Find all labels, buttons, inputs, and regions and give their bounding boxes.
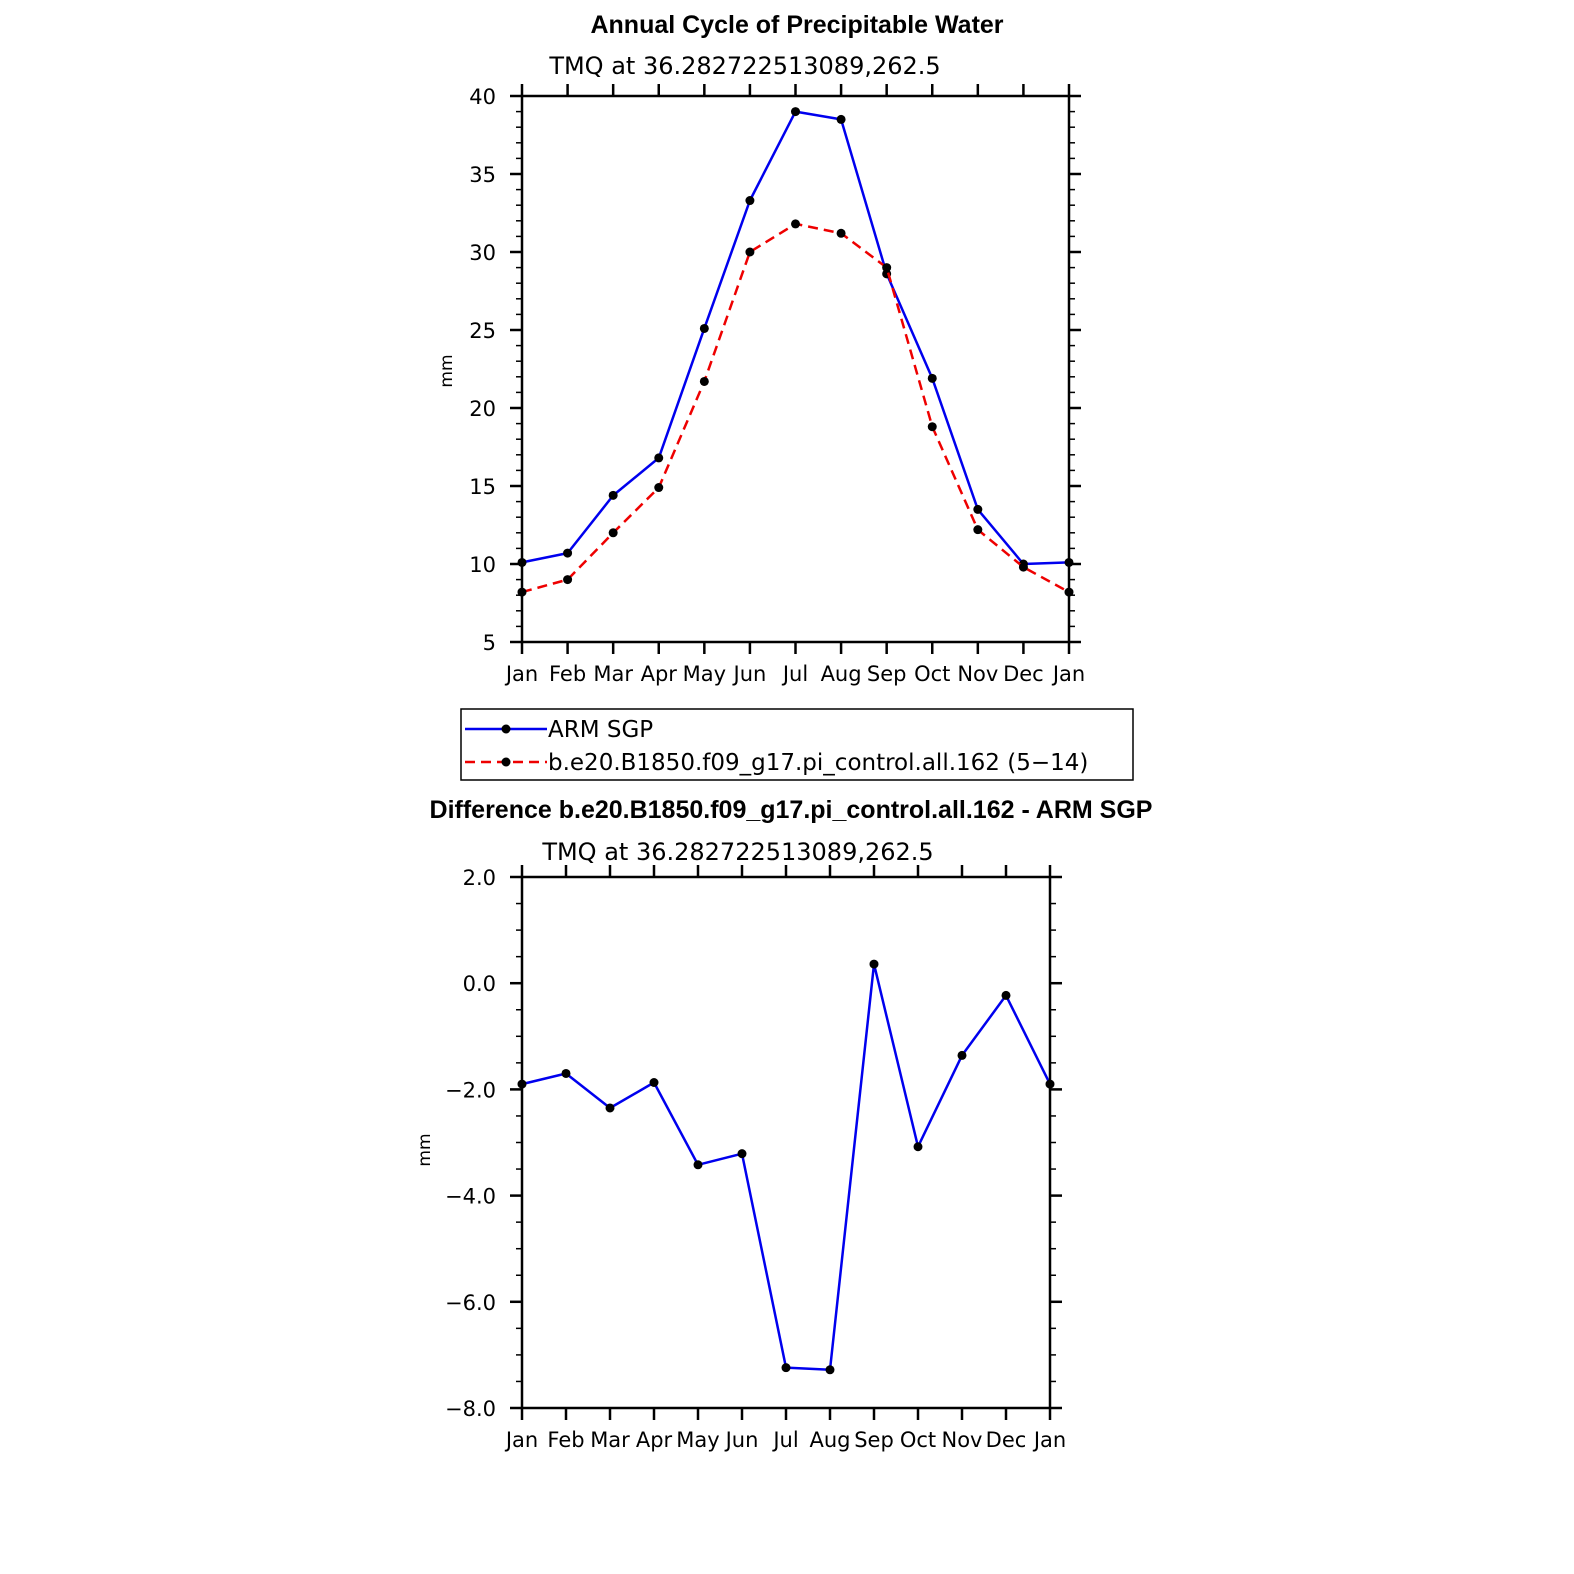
legend-label-model: b.e20.B1850.f09_g17.pi_control.all.162 (… bbox=[548, 750, 1088, 776]
annual-cycle-point-1-3 bbox=[654, 483, 664, 493]
difference-y-tick-label-3: −2.0 bbox=[445, 1078, 496, 1102]
annual-cycle-point-0-6 bbox=[791, 107, 800, 117]
annual-cycle-point-0-1 bbox=[563, 548, 573, 558]
difference-x-tick-label-1: Feb bbox=[547, 1428, 584, 1452]
annual-cycle-y-tick-label-0: 5 bbox=[483, 631, 496, 655]
difference-x-tick-label-5: Jun bbox=[724, 1428, 759, 1452]
annual-cycle-point-1-5 bbox=[745, 247, 755, 257]
annual-cycle-y-tick-label-2: 15 bbox=[469, 475, 496, 499]
annual-cycle-point-1-9 bbox=[927, 422, 937, 432]
annual-cycle-x-tick-label-8: Sep bbox=[867, 662, 907, 686]
annual-cycle-y-tick-label-7: 40 bbox=[469, 85, 496, 109]
annual-cycle-subtitle: TMQ at 36.282722513089,262.5 bbox=[548, 52, 940, 80]
annual-cycle-x-tick-label-2: Mar bbox=[593, 662, 633, 686]
annual-cycle-point-0-2 bbox=[608, 490, 618, 500]
difference-x-tick-label-4: May bbox=[676, 1428, 719, 1452]
annual-cycle-x-tick-label-9: Oct bbox=[914, 662, 950, 686]
annual-cycle-point-1-6 bbox=[791, 219, 800, 229]
difference-x-tick-label-6: Jul bbox=[771, 1428, 798, 1452]
difference-point-0-7 bbox=[825, 1365, 835, 1375]
difference-y-tick-label-0: −8.0 bbox=[445, 1397, 496, 1421]
annual-cycle-point-1-4 bbox=[699, 376, 709, 386]
difference-point-0-5 bbox=[737, 1149, 747, 1159]
difference-y-axis-label: mm bbox=[415, 1133, 435, 1166]
difference-x-tick-label-3: Apr bbox=[636, 1428, 673, 1452]
annual-cycle-y-tick-label-5: 30 bbox=[469, 241, 496, 265]
annual-cycle-plot-frame bbox=[520, 94, 1071, 644]
annual-cycle-point-1-10 bbox=[973, 525, 983, 535]
annual-cycle-x-tick-label-4: May bbox=[683, 662, 726, 686]
difference-x-tick-label-10: Nov bbox=[942, 1428, 983, 1452]
annual-cycle-point-0-4 bbox=[699, 323, 709, 333]
annual-cycle-x-tick-label-1: Feb bbox=[549, 662, 586, 686]
annual-cycle-lines bbox=[517, 107, 1074, 597]
difference-x-tick-label-11: Dec bbox=[986, 1428, 1027, 1452]
annual-cycle-y-tick-label-3: 20 bbox=[469, 397, 496, 421]
annual-cycle-x-tick-label-0: Jan bbox=[504, 662, 538, 686]
annual-cycle-x-tick-label-12: Jan bbox=[1051, 662, 1085, 686]
difference-point-0-10 bbox=[957, 1050, 967, 1060]
annual-cycle-point-0-9 bbox=[927, 373, 937, 383]
difference-x-tick-label-0: Jan bbox=[504, 1428, 538, 1452]
annual-cycle-panel: Annual Cycle of Precipitable Water TMQ a… bbox=[437, 11, 1085, 686]
legend-marker-arm-sgp bbox=[501, 724, 511, 734]
difference-y-tick-label-5: 2.0 bbox=[463, 866, 496, 890]
annual-cycle-series-line-arm-sgp bbox=[521, 110, 1070, 566]
difference-series-line-difference bbox=[521, 962, 1052, 1372]
annual-cycle-x-tick-label-11: Dec bbox=[1003, 662, 1044, 686]
annual-cycle-x-tick-label-6: Jul bbox=[781, 662, 808, 686]
annual-cycle-point-0-5 bbox=[745, 196, 755, 206]
annual-cycle-y-axis-label: mm bbox=[437, 354, 457, 387]
difference-point-0-2 bbox=[605, 1103, 615, 1113]
difference-point-0-9 bbox=[913, 1142, 923, 1152]
annual-cycle-x-tick-label-10: Nov bbox=[957, 662, 998, 686]
annual-cycle-x-tick-label-5: Jun bbox=[732, 662, 767, 686]
difference-point-0-11 bbox=[1001, 990, 1011, 1000]
annual-cycle-point-1-8 bbox=[882, 263, 892, 273]
annual-cycle-point-1-2 bbox=[608, 528, 618, 538]
annual-cycle-title: Annual Cycle of Precipitable Water bbox=[590, 11, 1003, 39]
difference-x-tick-label-2: Mar bbox=[590, 1428, 630, 1452]
difference-point-0-1 bbox=[561, 1068, 571, 1078]
difference-x-tick-label-12: Jan bbox=[1032, 1428, 1066, 1452]
difference-subtitle: TMQ at 36.282722513089,262.5 bbox=[541, 838, 933, 866]
difference-y-tick-label-4: 0.0 bbox=[463, 972, 496, 996]
annual-cycle-y-tick-label-4: 25 bbox=[469, 319, 496, 343]
annual-cycle-point-1-11 bbox=[1018, 562, 1028, 572]
difference-plot-frame bbox=[520, 875, 1052, 1410]
annual-cycle-series-line-b-e20-b1850-f09-g17-pi-control-all-162-5-14 bbox=[521, 222, 1070, 594]
difference-x-tick-label-7: Aug bbox=[809, 1428, 850, 1452]
difference-point-0-8 bbox=[869, 959, 879, 969]
difference-point-0-4 bbox=[693, 1160, 703, 1170]
legend: ARM SGP b.e20.B1850.f09_g17.pi_control.a… bbox=[460, 708, 1134, 781]
annual-cycle-point-1-1 bbox=[563, 575, 573, 585]
annual-cycle-point-1-7 bbox=[836, 228, 846, 238]
annual-cycle-ticks: Jan Feb Mar Apr May Jun Jul Aug Sep Oct Nov Dec Jan 5… bbox=[469, 84, 1085, 686]
difference-point-0-3 bbox=[649, 1077, 659, 1087]
difference-panel: Difference b.e20.B1850.f09_g17.pi_contro… bbox=[415, 796, 1152, 1452]
difference-y-tick-label-1: −6.0 bbox=[445, 1291, 496, 1315]
annual-cycle-y-tick-label-1: 10 bbox=[469, 553, 496, 577]
annual-cycle-x-tick-label-3: Apr bbox=[641, 662, 678, 686]
difference-point-0-6 bbox=[781, 1363, 791, 1373]
annual-cycle-y-tick-label-6: 35 bbox=[469, 163, 496, 187]
annual-cycle-x-tick-label-7: Aug bbox=[821, 662, 862, 686]
difference-title: Difference b.e20.B1850.f09_g17.pi_contro… bbox=[430, 796, 1153, 824]
annual-cycle-point-0-3 bbox=[654, 453, 664, 463]
legend-label-arm-sgp: ARM SGP bbox=[548, 717, 653, 743]
annual-cycle-point-0-10 bbox=[973, 504, 983, 514]
legend-box bbox=[460, 708, 1134, 781]
difference-y-tick-label-2: −4.0 bbox=[445, 1185, 496, 1209]
legend-marker-model bbox=[501, 757, 511, 767]
annual-cycle-point-0-7 bbox=[836, 114, 846, 124]
difference-ticks: Jan Feb Mar Apr May Jun Jul Aug Sep Oct Nov Dec Jan−… bbox=[445, 865, 1066, 1452]
difference-x-tick-label-8: Sep bbox=[854, 1428, 894, 1452]
difference-x-tick-label-9: Oct bbox=[900, 1428, 936, 1452]
difference-lines bbox=[517, 959, 1055, 1375]
